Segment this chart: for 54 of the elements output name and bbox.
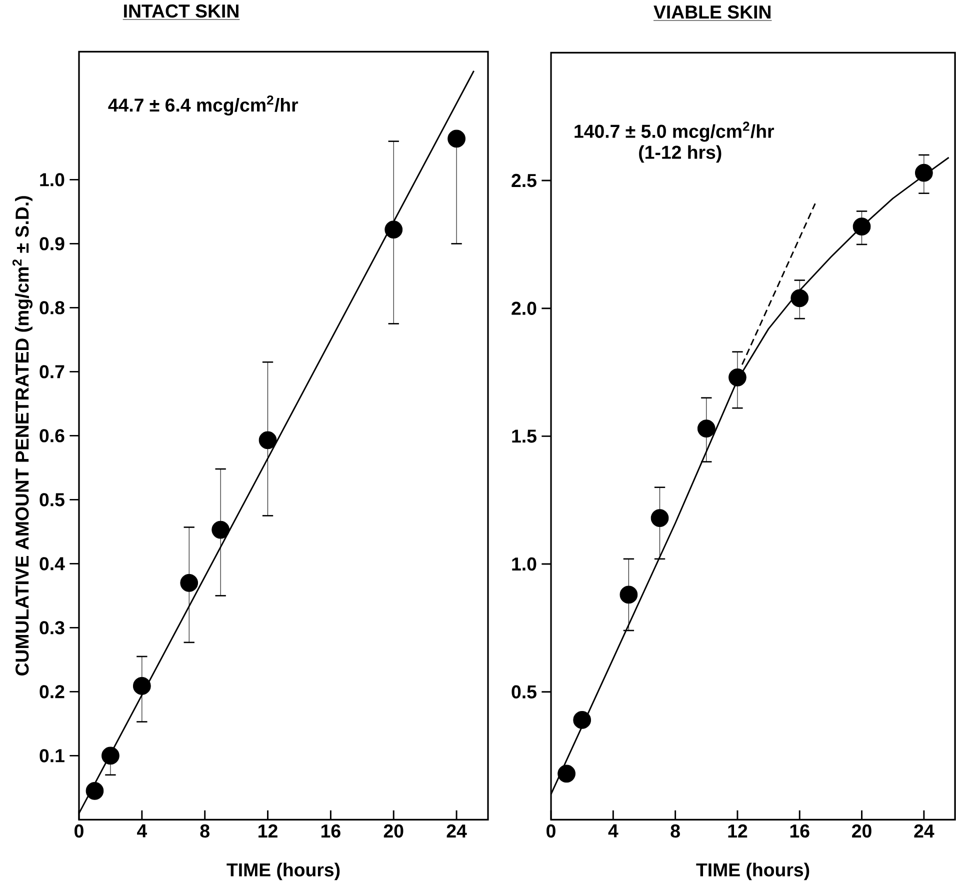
x-tick-label: 24: [446, 824, 467, 838]
y-tick-label: 0.6: [40, 429, 64, 442]
y-tick-label: 0.9: [40, 237, 64, 250]
x-tick-label: 0: [74, 824, 84, 838]
y-tick-label: 0.1: [40, 749, 64, 762]
annotation: 44.7 ± 6.4 mcg/cm$^{2}$/hr: [108, 96, 298, 116]
point: [102, 746, 120, 765]
x-tick-label: 16: [790, 824, 810, 838]
x-tick-label: 4: [608, 824, 618, 838]
point: [258, 431, 277, 450]
y-tick-label: 2.5: [512, 174, 536, 188]
x-tick-label: 4: [137, 824, 148, 838]
point: [650, 509, 669, 528]
y-axis-title: CUMULATIVE AMOUNT PENETRATED (mg/cm$^{2}$ ± S.D.): [12, 196, 33, 676]
y-tick-label: 2.0: [512, 302, 536, 316]
point: [790, 289, 809, 308]
point: [384, 220, 403, 239]
point: [448, 130, 466, 148]
point: [697, 420, 716, 438]
x-tick-label: 12: [728, 824, 748, 838]
y-tick-label: 1.0: [40, 173, 64, 186]
point: [620, 586, 638, 604]
chart-title: INTACT SKIN: [124, 4, 238, 18]
y-tick-label: 0.3: [40, 621, 64, 634]
x-tick-label: 8: [200, 824, 210, 838]
chart-title: VIABLE SKIN: [654, 6, 770, 19]
point: [914, 164, 933, 182]
x-tick-label: 12: [258, 824, 278, 838]
point: [212, 520, 230, 539]
point: [180, 574, 198, 592]
y-tick-label: 0.2: [40, 685, 64, 698]
x-tick-label: 0: [546, 824, 556, 838]
point: [558, 764, 576, 783]
x-tick-label: 24: [914, 824, 934, 838]
x-tick-label: 20: [852, 824, 872, 838]
x-tick-label: 8: [670, 824, 680, 838]
y-tick-label: 0.5: [512, 685, 536, 699]
point: [573, 711, 592, 730]
y-tick-label: 0.4: [40, 557, 65, 570]
point: [852, 218, 871, 236]
x-axis-title: TIME (hours): [696, 862, 810, 880]
point: [86, 782, 104, 800]
x-tick-label: 20: [384, 824, 404, 838]
point: [132, 677, 151, 696]
y-tick-label: 0.7: [40, 365, 64, 378]
x-axis-title: TIME (hours): [226, 862, 340, 880]
y-tick-label: 0.5: [40, 493, 64, 506]
point: [728, 368, 746, 386]
annotation: (1-12 hrs): [639, 145, 722, 163]
y-tick-label: 1.5: [512, 430, 536, 443]
x-tick-label: 16: [321, 824, 340, 838]
y-tick-label: 1.0: [512, 558, 536, 571]
annotation: 140.7 ± 5.0 mcg/cm$^{2}$/hr: [574, 122, 774, 142]
y-tick-label: 0.8: [40, 301, 64, 314]
